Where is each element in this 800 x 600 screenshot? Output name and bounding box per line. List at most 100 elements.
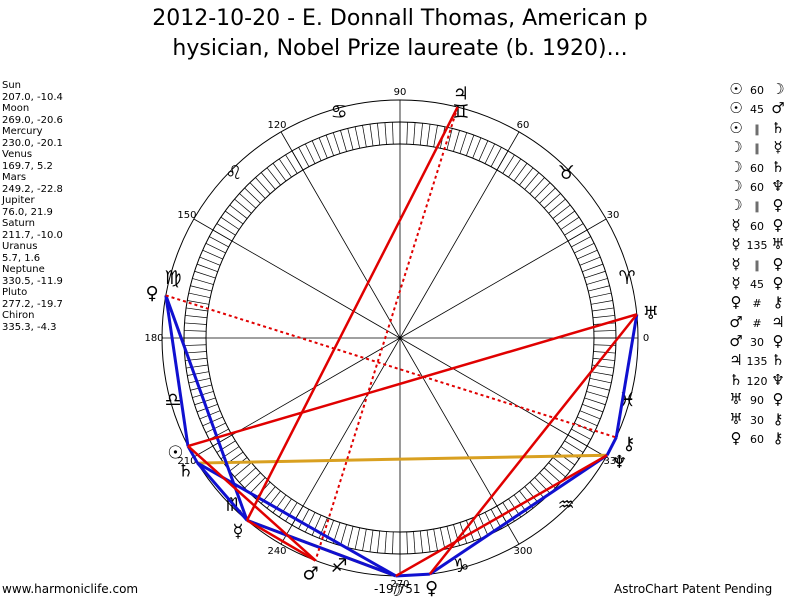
degree-tick bbox=[340, 130, 347, 152]
planet-name: Sun bbox=[2, 80, 22, 91]
planet-value: 169.7, 5.2 bbox=[2, 160, 53, 172]
planet-glyph-mars: ♂ bbox=[302, 564, 318, 585]
aspect-planet-2: ♀ bbox=[772, 215, 784, 234]
spoke-line bbox=[399, 131, 520, 339]
spoke-line bbox=[280, 131, 401, 339]
degree-tick bbox=[586, 391, 608, 398]
degree-tick bbox=[187, 300, 210, 305]
aspect-planet-1: ☽ bbox=[729, 196, 743, 215]
planet-value: 335.3, -4.3 bbox=[2, 321, 57, 333]
degree-tick bbox=[362, 528, 367, 551]
degree-tick bbox=[593, 330, 616, 332]
aspect-planet-1: ♅ bbox=[729, 390, 743, 409]
degree-tick bbox=[229, 204, 248, 219]
degree-tick bbox=[216, 223, 236, 236]
aspect-planet-2: ♀ bbox=[772, 196, 784, 215]
degree-tick bbox=[244, 187, 261, 204]
degree-tick bbox=[220, 216, 240, 230]
degree-tick bbox=[340, 524, 347, 546]
degree-label: 330 bbox=[603, 456, 622, 467]
degree-tick bbox=[354, 527, 361, 550]
degree-tick bbox=[577, 249, 598, 260]
degree-tick bbox=[234, 462, 252, 478]
spoke-line bbox=[193, 218, 401, 339]
degree-tick bbox=[298, 509, 310, 529]
degree-tick bbox=[229, 457, 248, 472]
degree-tick bbox=[209, 236, 229, 248]
degree-tick bbox=[184, 344, 207, 346]
footer-website-link[interactable]: www.harmoniclife.com bbox=[2, 582, 139, 596]
degree-label: 30 bbox=[607, 210, 620, 221]
degree-tick bbox=[216, 440, 236, 453]
aspect-row: ♂ 30 ♀ bbox=[726, 332, 788, 351]
degree-tick bbox=[513, 163, 528, 182]
degree-tick bbox=[190, 384, 212, 391]
chart-title-line-2: hysician, Nobel Prize laureate (b. 1920)… bbox=[172, 36, 628, 61]
degree-label: 90 bbox=[394, 87, 407, 98]
aspect-planet-1: ♂ bbox=[729, 332, 743, 351]
degree-tick bbox=[419, 123, 423, 146]
degree-label: 150 bbox=[177, 210, 196, 221]
planet-name: Venus bbox=[2, 149, 33, 160]
aspect-planet-2: ⚷ bbox=[772, 429, 784, 448]
degree-tick bbox=[311, 140, 322, 161]
degree-tick bbox=[362, 125, 367, 148]
planet-name: Neptune bbox=[2, 264, 45, 275]
aspect-angle: 60 bbox=[750, 180, 764, 194]
degree-label: 300 bbox=[513, 546, 532, 557]
degree-tick bbox=[579, 256, 601, 266]
degree-tick bbox=[586, 278, 608, 285]
degree-tick bbox=[304, 143, 316, 164]
degree-tick bbox=[272, 494, 287, 513]
planet-glyph-pluto: ♀ bbox=[425, 578, 438, 599]
planet-name: Chiron bbox=[2, 310, 35, 321]
degree-tick bbox=[459, 132, 468, 154]
degree-tick bbox=[419, 530, 423, 553]
degree-label: 0 bbox=[643, 333, 649, 344]
degree-tick bbox=[192, 278, 214, 285]
planet-name: Mercury bbox=[2, 126, 43, 137]
degree-tick bbox=[196, 263, 218, 272]
degree-tick bbox=[426, 530, 431, 552]
degree-tick bbox=[392, 122, 394, 145]
aspect-row: ☉ 60 ☽ bbox=[726, 80, 788, 99]
aspect-planet-2: ☽ bbox=[771, 80, 785, 98]
degree-tick bbox=[377, 530, 381, 553]
aspect-row: ☿ ∥ ♀ bbox=[726, 255, 788, 274]
aspect-planet-2: ♄ bbox=[771, 351, 785, 370]
planet-glyph-saturn: ♄ bbox=[178, 460, 194, 481]
planet-value: 277.2, -19.7 bbox=[2, 298, 63, 310]
degree-tick bbox=[579, 410, 601, 420]
aspect-planet-2: ♆ bbox=[771, 176, 785, 195]
zodiac-sign-glyph: ♑ bbox=[452, 555, 469, 577]
aspect-line-blue bbox=[164, 295, 190, 447]
degree-tick bbox=[225, 210, 244, 225]
aspect-row: ☉ ∥ ♄ bbox=[726, 119, 788, 138]
degree-tick bbox=[186, 307, 208, 312]
degree-tick bbox=[426, 124, 431, 146]
aspect-line-red bbox=[187, 313, 638, 448]
degree-tick bbox=[433, 125, 438, 148]
zodiac-sign-glyph: ♊ bbox=[452, 101, 469, 123]
planet-glyph-venus: ♀ bbox=[145, 283, 158, 304]
degree-tick bbox=[590, 371, 613, 376]
aspect-line-blue bbox=[164, 294, 249, 521]
planet-glyph-mercury: ☿ bbox=[232, 521, 243, 542]
degree-tick bbox=[574, 242, 595, 254]
aspect-line-red bbox=[245, 106, 459, 521]
degree-tick bbox=[484, 143, 496, 164]
degree-tick bbox=[560, 216, 580, 230]
degree-label: 270 bbox=[390, 579, 409, 590]
degree-tick bbox=[571, 236, 591, 248]
aspect-row: ☉ 45 ♂ bbox=[726, 99, 788, 118]
degree-tick bbox=[369, 124, 374, 146]
degree-tick bbox=[406, 122, 408, 145]
aspect-planet-1: ♄ bbox=[729, 370, 743, 389]
degree-tick bbox=[354, 126, 361, 149]
degree-tick bbox=[564, 440, 584, 453]
degree-tick bbox=[255, 177, 271, 195]
aspect-line-red bbox=[395, 454, 608, 578]
degree-tick bbox=[543, 467, 561, 483]
aspect-angle: 135 bbox=[746, 239, 768, 253]
aspect-angle: ∥ bbox=[754, 142, 760, 156]
